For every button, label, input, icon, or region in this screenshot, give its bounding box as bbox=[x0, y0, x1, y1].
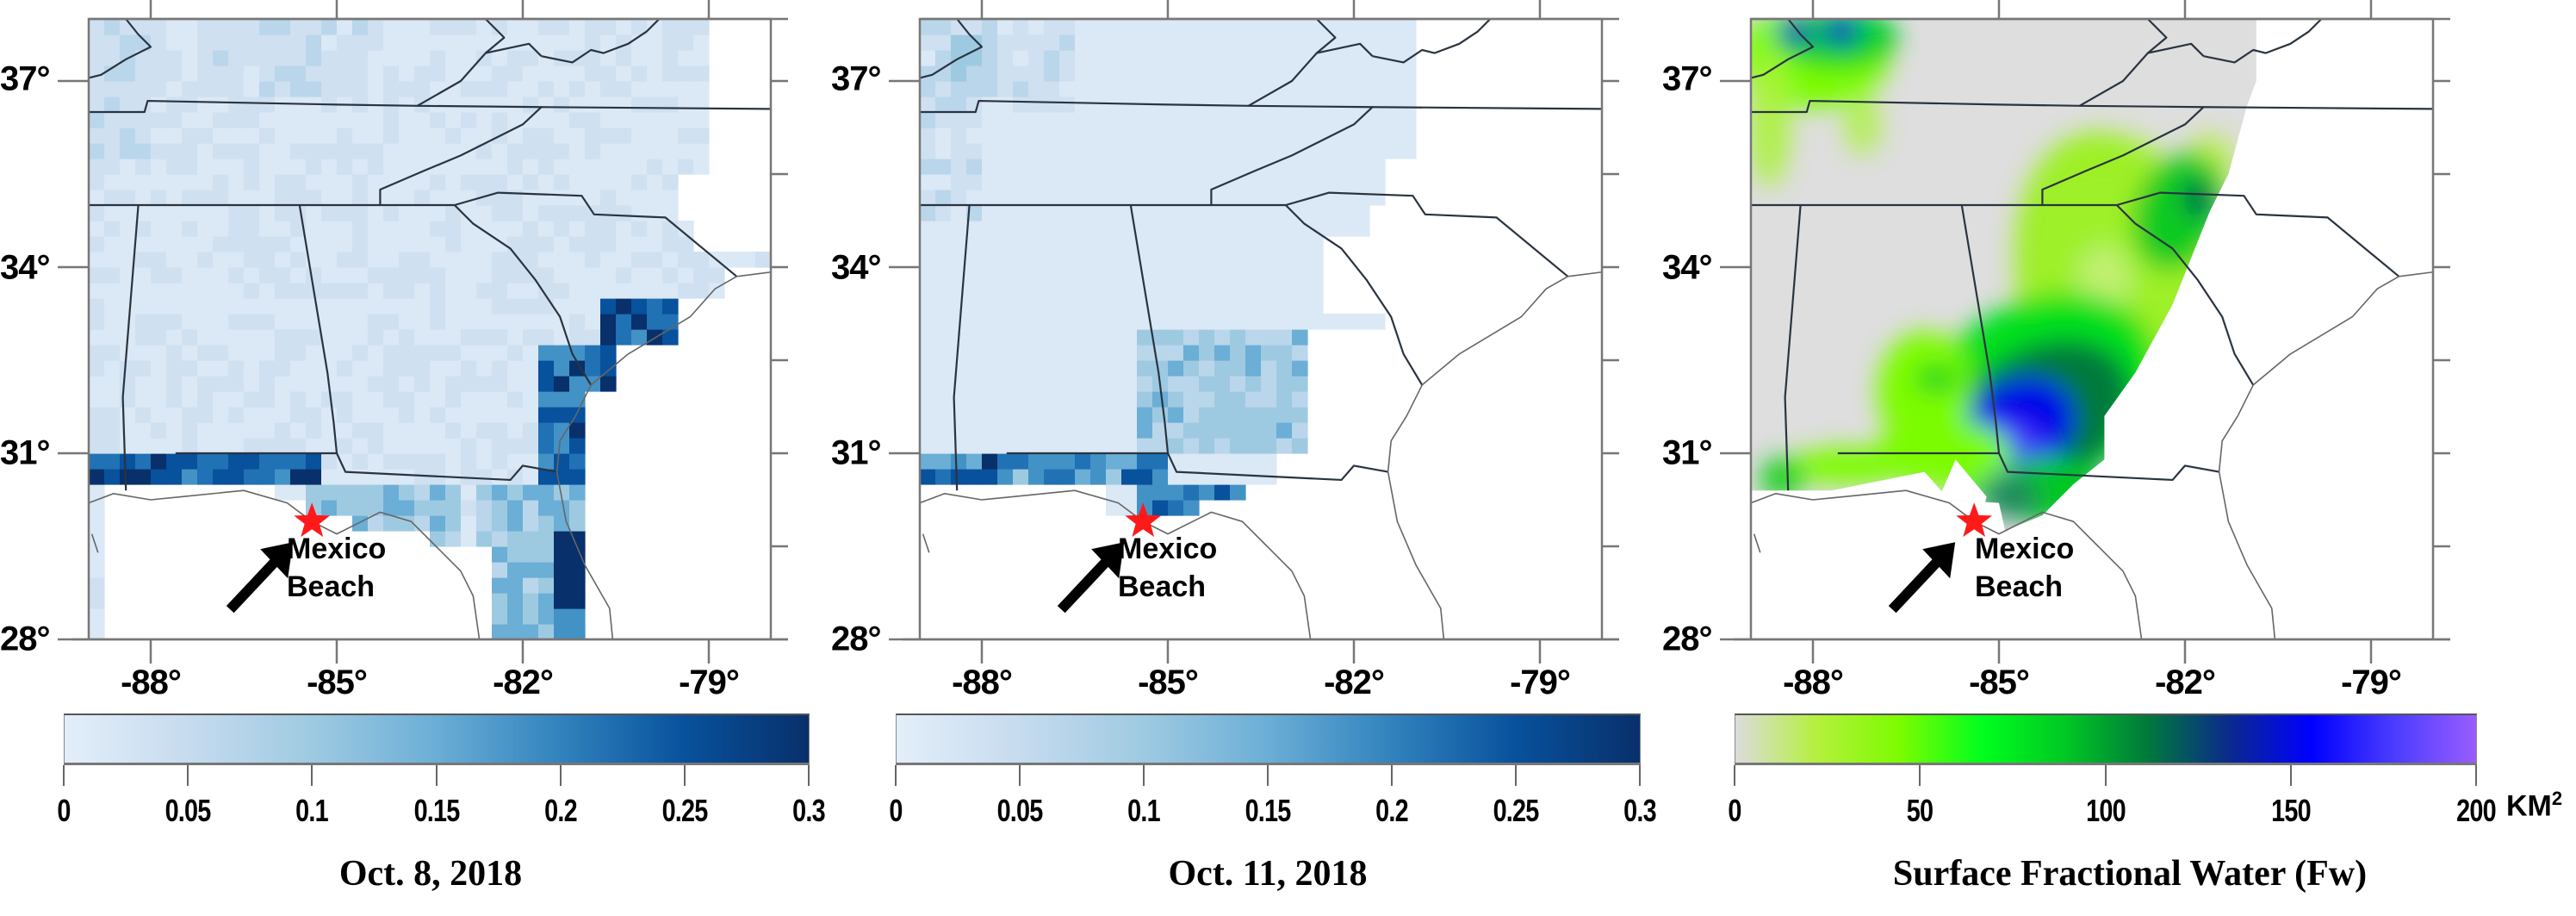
colorbar-tick-label: 0.2 bbox=[1375, 793, 1408, 828]
colorbar-tick-label: 0.25 bbox=[661, 793, 708, 828]
colorbar-tick bbox=[559, 765, 562, 786]
colorbar-tick-label: 0.1 bbox=[295, 793, 329, 828]
colorbar-tick-label: 0 bbox=[1728, 793, 1741, 828]
colorbar-tick-label: 0.2 bbox=[543, 793, 577, 828]
colorbar-tick bbox=[311, 765, 313, 786]
arrow-icon bbox=[1888, 542, 1956, 614]
heatmap-cells bbox=[89, 19, 772, 640]
lat-label-37: 37° bbox=[0, 59, 50, 98]
panel-title-oct11: Oct. 11, 2018 bbox=[1168, 854, 1368, 894]
lon-label-85: -85° bbox=[1969, 664, 2030, 701]
colorbar-tick bbox=[1267, 765, 1269, 786]
lon-label-85: -85° bbox=[1138, 664, 1199, 701]
lon-label-82: -82° bbox=[2155, 664, 2216, 701]
colorbar-tick-label: 0.25 bbox=[1493, 793, 1540, 828]
colorbar-tick-label: 50 bbox=[1907, 793, 1934, 828]
lat-label-34: 34° bbox=[831, 248, 881, 287]
mexico-beach-label-line2: Beach bbox=[1975, 570, 2064, 603]
colorbar-tick bbox=[683, 765, 686, 786]
colorbar-tick-label: 0.15 bbox=[413, 793, 460, 828]
colorbar-tick bbox=[808, 765, 810, 786]
colorbar-oct11 bbox=[896, 713, 1641, 765]
lat-label-28: 28° bbox=[0, 620, 50, 658]
lon-label-88: -88° bbox=[1783, 664, 1844, 701]
colorbar-tick-label: 150 bbox=[2270, 793, 2311, 828]
mexico-beach-label-line1: Mexico bbox=[1118, 533, 1218, 565]
mexico-beach-label: Mexico Beach bbox=[1118, 530, 1217, 606]
lat-label-37: 37° bbox=[831, 59, 881, 98]
map-canvas-oct11 bbox=[889, 0, 1619, 664]
lon-label-82: -82° bbox=[493, 664, 554, 701]
colorbar-tick bbox=[2289, 765, 2292, 786]
panel-title-oct8: Oct. 8, 2018 bbox=[338, 854, 523, 894]
colorbar-tick bbox=[1019, 765, 1021, 786]
panel-oct8: 37° 34° 31° 28° -88° -85° -82° -79° Mexi… bbox=[0, 0, 859, 916]
colorbar-tick bbox=[187, 765, 189, 786]
arrow-icon bbox=[1057, 542, 1125, 614]
lat-label-28: 28° bbox=[831, 620, 881, 658]
lon-label-79: -79° bbox=[679, 664, 740, 701]
lon-label-79: -79° bbox=[1510, 664, 1571, 701]
colorbar-tick bbox=[1919, 765, 1921, 786]
mexico-beach-label-line2: Beach bbox=[1118, 570, 1207, 603]
mexico-beach-label-line1: Mexico bbox=[1975, 533, 2075, 565]
colorbar-tick bbox=[63, 765, 65, 786]
colorbar-tick-label: 100 bbox=[2085, 793, 2126, 828]
panel-title-fw: Surface Fractional Water (Fw) bbox=[1892, 854, 2368, 894]
lon-label-85: -85° bbox=[307, 664, 368, 701]
colorbar-tick-label: 0.05 bbox=[996, 793, 1044, 828]
colorbar-tick bbox=[1391, 765, 1393, 786]
lat-label-34: 34° bbox=[0, 248, 50, 287]
colorbar-tick bbox=[895, 765, 897, 786]
colorbar-tick-label: 0 bbox=[57, 793, 71, 828]
mexico-beach-star-icon bbox=[1125, 502, 1162, 537]
lon-label-82: -82° bbox=[1324, 664, 1385, 701]
colorbar-tick-label: 0.3 bbox=[1623, 793, 1656, 828]
colorbar-fw bbox=[1735, 713, 2477, 765]
map-canvas-fw bbox=[1720, 0, 2450, 664]
colorbar-tick-label: 0.05 bbox=[164, 793, 212, 828]
map-oct8 bbox=[58, 0, 788, 664]
colorbar-tick-label: 200 bbox=[2456, 793, 2496, 828]
lat-label-34: 34° bbox=[1662, 248, 1712, 287]
unit-text: KM bbox=[2506, 789, 2552, 823]
heatmap-cells bbox=[920, 19, 1417, 516]
mexico-beach-star-icon bbox=[294, 502, 331, 537]
lat-label-28: 28° bbox=[1662, 620, 1712, 658]
colorbar-unit-km2: KM2 bbox=[2506, 788, 2562, 823]
colorbar-oct8 bbox=[64, 713, 810, 765]
lon-label-88: -88° bbox=[121, 664, 182, 701]
panel-fw: 37° 34° 31° 28° -88° -85° -82° -79° Mexi… bbox=[1662, 0, 2562, 916]
colorbar-tick-label: 0 bbox=[889, 793, 903, 828]
unit-superscript: 2 bbox=[2551, 788, 2563, 809]
colorbar-tick bbox=[435, 765, 438, 786]
lon-label-79: -79° bbox=[2341, 664, 2402, 701]
colorbar-tick-label: 0.15 bbox=[1245, 793, 1292, 828]
mexico-beach-label: Mexico Beach bbox=[1975, 530, 2074, 606]
lat-label-37: 37° bbox=[1662, 59, 1712, 98]
colorbar-tick bbox=[1734, 765, 1735, 786]
lat-label-31: 31° bbox=[831, 433, 881, 472]
map-oct11 bbox=[889, 0, 1619, 664]
map-fw bbox=[1720, 0, 2450, 664]
colorbar-tick bbox=[2475, 765, 2477, 786]
lon-label-88: -88° bbox=[952, 664, 1013, 701]
colorbar-tick-label: 0.3 bbox=[792, 793, 825, 828]
colorbar-tick bbox=[1143, 765, 1145, 786]
mexico-beach-label: Mexico Beach bbox=[287, 530, 386, 606]
map-canvas-oct8 bbox=[58, 0, 788, 664]
arrow-icon bbox=[226, 542, 294, 614]
mexico-beach-label-line2: Beach bbox=[287, 570, 376, 603]
mexico-beach-star-icon bbox=[1956, 502, 1993, 537]
mexico-beach-label-line1: Mexico bbox=[287, 533, 387, 565]
colorbar-tick-label: 0.1 bbox=[1127, 793, 1160, 828]
lat-label-31: 31° bbox=[0, 433, 50, 472]
colorbar-tick bbox=[2104, 765, 2107, 786]
colorbar-tick bbox=[1515, 765, 1517, 786]
panel-oct11: 37° 34° 31° 28° -88° -85° -82° -79° Mexi… bbox=[831, 0, 1690, 916]
colorbar-tick bbox=[1639, 765, 1641, 786]
lat-label-31: 31° bbox=[1662, 433, 1712, 472]
